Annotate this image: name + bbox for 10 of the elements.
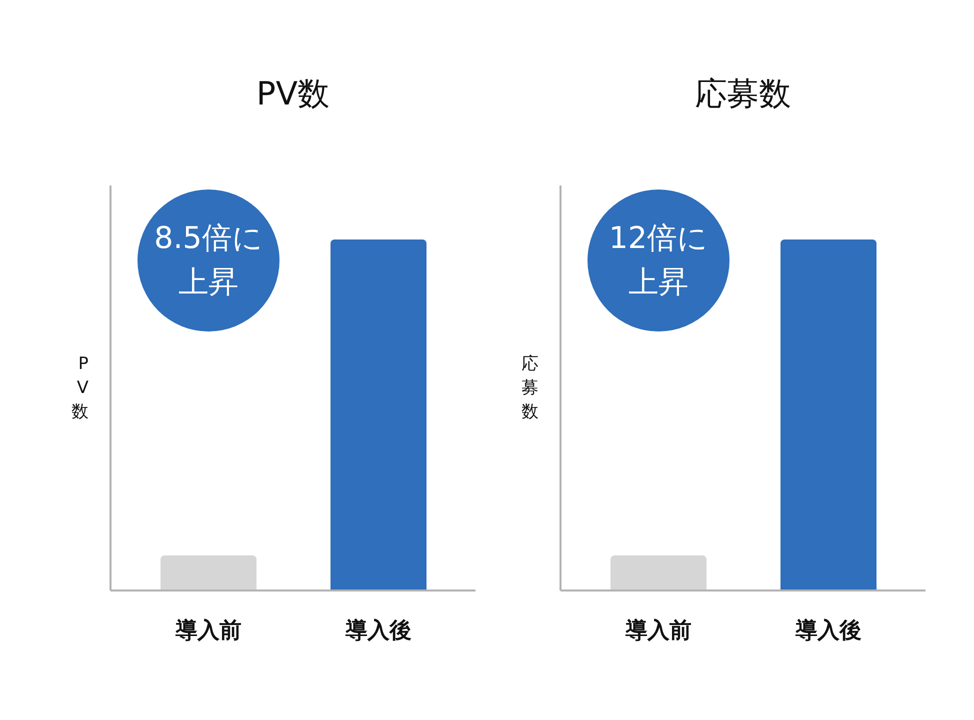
chart-title: PV数 bbox=[256, 74, 330, 112]
annotation: 8.5倍に上昇 bbox=[154, 221, 263, 300]
x-tick-label: 導入前 bbox=[174, 618, 242, 644]
x-tick-label: 導入後 bbox=[344, 618, 412, 644]
x-tick-label: 導入後 bbox=[794, 618, 862, 644]
x-tick-label: 導入前 bbox=[624, 618, 692, 644]
y-axis-title: PV数 bbox=[72, 354, 89, 422]
annotation: 12倍に上昇 bbox=[608, 221, 708, 300]
y-axis-title: 応募数 bbox=[522, 354, 538, 422]
chart-title: 応募数 bbox=[695, 74, 791, 112]
